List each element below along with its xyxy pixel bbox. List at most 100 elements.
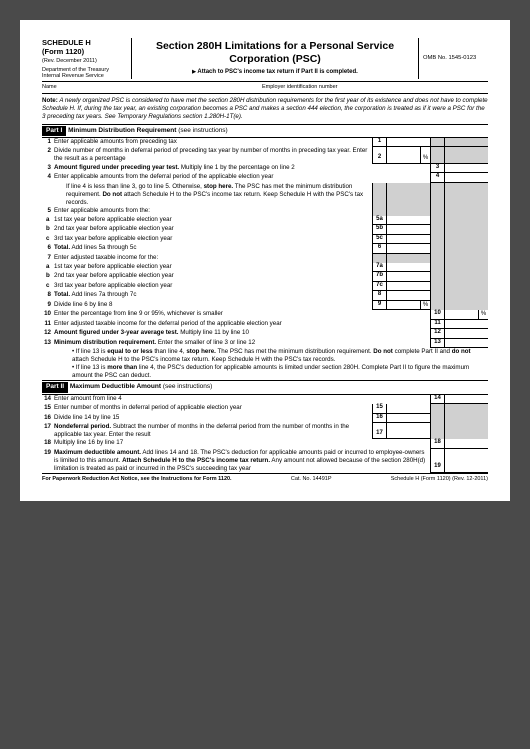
box-5c-num: 5c: [372, 235, 386, 245]
box-5c-val[interactable]: [386, 235, 430, 245]
name-ein-row: Name Employer identification number: [42, 82, 488, 94]
form-number: (Form 1120): [42, 47, 127, 56]
line-5b: b 2nd tax year before applicable electio…: [42, 225, 488, 235]
part1-title: Minimum Distribution Requirement: [68, 127, 176, 134]
line-4-text: Enter applicable amounts from the deferr…: [54, 173, 430, 183]
form-header: SCHEDULE H (Form 1120) (Rev. December 20…: [42, 38, 488, 82]
line-7: 7 Enter adjusted taxable income for the:: [42, 254, 488, 263]
box-15-val[interactable]: [386, 404, 430, 414]
line-7-text: Enter adjusted taxable income for the:: [54, 254, 372, 263]
part2-sub: (see instructions): [163, 383, 213, 390]
line-16-text: Divide line 14 by line 15: [54, 414, 372, 424]
line-7c: c 3rd tax year before applicable electio…: [42, 282, 488, 292]
box-17-val[interactable]: [386, 423, 430, 439]
box-5b-num: 5b: [372, 225, 386, 235]
part1-header-row: Part I Minimum Distribution Requirement …: [42, 125, 488, 138]
box-4-val[interactable]: [444, 173, 488, 183]
box-2-grey2: [444, 147, 488, 163]
box-10-pct: %: [478, 310, 488, 320]
line-14: 14 Enter amount from line 4 14: [42, 395, 488, 405]
line-7c-text: 3rd tax year before applicable election …: [54, 282, 372, 292]
box-17-num: 17: [372, 423, 386, 439]
box-8-num: 8: [372, 291, 386, 301]
box-1-val[interactable]: [386, 138, 430, 148]
line-17-text: Nondeferral period. Subtract the number …: [54, 423, 372, 439]
box-18-num: 18: [430, 439, 444, 449]
box-9-num: 9: [372, 301, 386, 311]
line-12-text: Amount figured under 3-year average test…: [54, 329, 430, 339]
line-10-text: Enter the percentage from line 9 or 95%,…: [54, 310, 430, 320]
line-8: 8 Total. Add lines 7a through 7c 8: [42, 291, 488, 301]
line-18: 18 Multiply line 16 by line 17 18: [42, 439, 488, 449]
box-1-grey2: [444, 138, 488, 148]
box-19-val[interactable]: [444, 449, 488, 473]
box-6-val[interactable]: [386, 244, 430, 254]
note-text: A newly organized PSC is considered to h…: [42, 97, 488, 120]
part2-label: Part II: [42, 382, 68, 392]
box-2-grey: [430, 147, 444, 163]
line-12: 12 Amount figured under 3-year average t…: [42, 329, 488, 339]
line-10: 10 Enter the percentage from line 9 or 9…: [42, 310, 488, 320]
line-5b-text: 2nd tax year before applicable election …: [54, 225, 372, 235]
footer-right: Schedule H (Form 1120) (Rev. 12-2011): [391, 476, 488, 483]
box-2-val[interactable]: [386, 147, 420, 163]
line-7b: b 2nd tax year before applicable electio…: [42, 272, 488, 282]
line-5a-text: 1st tax year before applicable election …: [54, 216, 372, 226]
line-8-text: Total. Add lines 7a through 7c: [54, 291, 372, 301]
box-5b-val[interactable]: [386, 225, 430, 235]
box-10-val[interactable]: [444, 310, 478, 320]
line-13-note1: If line 13 is equal to or less than line…: [42, 348, 488, 364]
line-6-text: Total. Add lines 5a through 5c: [54, 244, 372, 254]
line-19-text: Maximum deductible amount. Add lines 14 …: [54, 449, 430, 473]
footer-mid: Cat. No. 14491P: [291, 476, 332, 483]
part1-sub: (see instructions): [178, 127, 228, 134]
box-3-num: 3: [430, 164, 444, 174]
box-1-grey: [430, 138, 444, 148]
box-9-val[interactable]: [386, 301, 420, 311]
line-13-text: Minimum distribution requirement. Enter …: [54, 339, 430, 349]
line-13-note2: If line 13 is more than line 4, the PSC'…: [42, 364, 488, 381]
line-19: 19 Maximum deductible amount. Add lines …: [42, 449, 488, 473]
line-7b-text: 2nd tax year before applicable election …: [54, 272, 372, 282]
box-12-num: 12: [430, 329, 444, 339]
box-8-val[interactable]: [386, 291, 430, 301]
box-11-num: 11: [430, 320, 444, 330]
name-label: Name: [42, 84, 262, 91]
revision-date: (Rev. December 2011): [42, 58, 127, 65]
line-18-text: Multiply line 16 by line 17: [54, 439, 430, 449]
box-7a-num: 7a: [372, 263, 386, 273]
line-13: 13 Minimum distribution requirement. Ent…: [42, 339, 488, 349]
part2-header-row: Part II Maximum Deductible Amount (see i…: [42, 381, 488, 394]
line-5a: a 1st tax year before applicable electio…: [42, 216, 488, 226]
line-4-note: If line 4 is less than line 3, go to lin…: [42, 183, 488, 207]
box-10-num: 10: [430, 310, 444, 320]
header-center: Section 280H Limitations for a Personal …: [132, 38, 418, 79]
line-11-text: Enter adjusted taxable income for the de…: [54, 320, 430, 330]
part1-label: Part I: [42, 126, 66, 136]
line-17: 17 Nondeferral period. Subtract the numb…: [42, 423, 488, 439]
box-4n-grey3: [430, 183, 444, 207]
box-9-pct: %: [420, 301, 430, 311]
line-1-text: Enter applicable amounts from preceding …: [54, 138, 372, 148]
line-16: 16 Divide line 14 by line 15 16: [42, 414, 488, 424]
box-7a-val[interactable]: [386, 263, 430, 273]
line-5c: c 3rd tax year before applicable electio…: [42, 235, 488, 245]
box-7b-val[interactable]: [386, 272, 430, 282]
box-5a-val[interactable]: [386, 216, 430, 226]
box-6-num: 6: [372, 244, 386, 254]
box-14-val[interactable]: [444, 395, 488, 405]
line-13-note1-text: If line 13 is equal to or less than line…: [54, 348, 488, 364]
box-12-val[interactable]: [444, 329, 488, 339]
box-15-num: 15: [372, 404, 386, 414]
box-16-val[interactable]: [386, 414, 430, 424]
line-15-text: Enter number of months in deferral perio…: [54, 404, 372, 414]
box-7c-val[interactable]: [386, 282, 430, 292]
attach-instruction: Attach to PSC's income tax return if Par…: [138, 69, 412, 77]
box-7b-num: 7b: [372, 272, 386, 282]
box-13-val[interactable]: [444, 339, 488, 349]
line-1: 1 Enter applicable amounts from precedin…: [42, 138, 488, 148]
box-7c-num: 7c: [372, 282, 386, 292]
box-11-val[interactable]: [444, 320, 488, 330]
box-18-val[interactable]: [444, 439, 488, 449]
box-3-val[interactable]: [444, 164, 488, 174]
